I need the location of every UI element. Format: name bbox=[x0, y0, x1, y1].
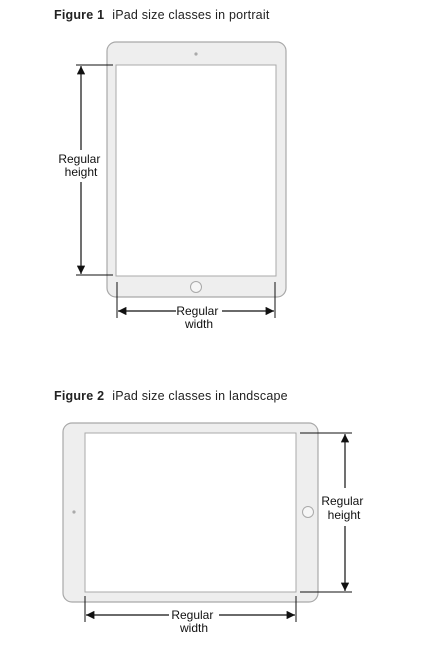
home-button-icon bbox=[302, 506, 314, 518]
front-camera-icon bbox=[72, 510, 76, 514]
landscape-diagram: Regular height Regular width bbox=[62, 422, 366, 635]
height-label-line-2: height bbox=[65, 165, 98, 179]
width-label-line-2: width bbox=[179, 621, 208, 635]
figure-1-number: Figure 1 bbox=[54, 8, 105, 22]
figure-2-title: Figure 2 iPad size classes in landscape bbox=[54, 389, 288, 403]
width-label-line-1: Regular bbox=[176, 304, 218, 318]
height-label-line-1: Regular bbox=[321, 494, 363, 508]
figure-1-caption: iPad size classes in portrait bbox=[112, 8, 270, 22]
height-label-line-1: Regular bbox=[58, 152, 100, 166]
ipad-portrait-screen bbox=[115, 64, 277, 277]
home-button-icon bbox=[190, 281, 202, 293]
figure-2-caption: iPad size classes in landscape bbox=[112, 389, 288, 403]
height-label: Regular height bbox=[321, 494, 366, 522]
height-label-line-2: height bbox=[328, 508, 361, 522]
height-label: Regular height bbox=[58, 152, 103, 179]
ipad-landscape-screen bbox=[84, 432, 297, 593]
width-label: Regular width bbox=[176, 304, 221, 331]
portrait-diagram: Regular height Regular width bbox=[58, 41, 287, 331]
width-label-line-1: Regular bbox=[171, 608, 213, 622]
front-camera-icon bbox=[194, 52, 198, 56]
width-label-line-2: width bbox=[184, 317, 213, 331]
figure-1-title: Figure 1 iPad size classes in portrait bbox=[54, 8, 270, 22]
width-label: Regular width bbox=[171, 608, 216, 635]
figure-2-number: Figure 2 bbox=[54, 389, 105, 403]
